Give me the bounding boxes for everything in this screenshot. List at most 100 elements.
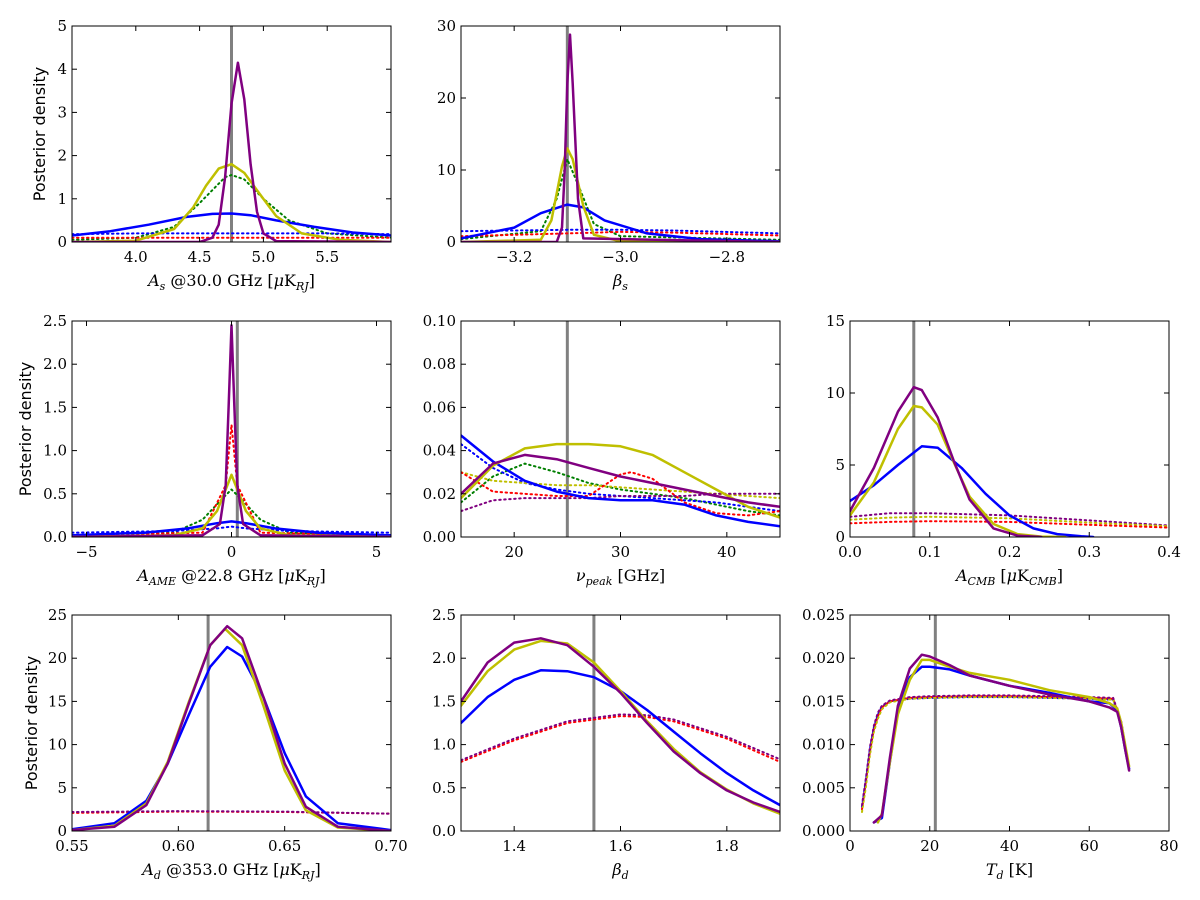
x-label-symbol: A	[135, 566, 149, 585]
series-line-purple-solid	[72, 624, 391, 831]
x-label-unit-subscript: RJ	[295, 280, 309, 293]
ylabel-row-2: Posterior density	[16, 362, 35, 496]
y-tick-label: 10	[826, 384, 845, 402]
x-axis-label: AAME @22.8 GHz [μKRJ]	[135, 566, 325, 588]
x-tick-label: 60	[1080, 837, 1099, 855]
series-line-red-dotted	[461, 230, 780, 238]
chart-panel-4: 20 30 40 0.00 0.02 0.04 0.06 0.08 0.10 νpeak [GHz…	[423, 312, 781, 588]
y-tick-label: 0.0	[432, 822, 456, 840]
plot-area	[850, 321, 1169, 537]
y-tick-label: 2.0	[432, 649, 456, 667]
x-label-rest: @353.0 GHz [	[161, 860, 279, 879]
x-tick-label: 0.65	[268, 837, 301, 855]
y-tick-label: 0.020	[802, 649, 845, 667]
x-tick-label: −5	[75, 543, 97, 561]
chart-panel-7: 1.4 1.6 1.8 0.0 0.5 1.0 1.5 2.0 2.5 βd	[432, 606, 781, 882]
x-tick-label: 0.60	[162, 837, 195, 855]
plot-area	[861, 615, 1131, 831]
x-tick-label: −3.2	[496, 248, 532, 266]
x-label-unit: K	[1017, 566, 1030, 585]
x-label-close: ]	[1057, 566, 1063, 585]
y-tick-label: 0.04	[423, 442, 456, 460]
x-axis-label: As @30.0 GHz [μKRJ]	[146, 271, 315, 293]
x-label-subscript: CMB	[968, 575, 996, 588]
y-tick-label: 0.08	[423, 355, 456, 373]
y-tick-label: 0.5	[43, 485, 67, 503]
x-label-close: ]	[309, 271, 315, 290]
x-axis-label: βd	[611, 860, 628, 882]
series-line-yellow-dotted	[861, 696, 1131, 813]
x-label-mu: μ	[1007, 566, 1017, 585]
y-tick-label: 0.02	[423, 485, 456, 503]
y-tick-label: 2.0	[43, 355, 67, 373]
x-tick-label: 0.55	[55, 837, 88, 855]
series-line-purple-dotted	[861, 694, 1131, 807]
y-tick-label: 0	[835, 528, 845, 546]
x-tick-label: 0.3	[1077, 543, 1101, 561]
x-label-unit-subscript: RJ	[306, 575, 320, 588]
x-label-symbol: ν	[576, 566, 586, 585]
x-tick-label: 40	[1000, 837, 1019, 855]
x-tick-label: 5.0	[251, 248, 275, 266]
x-tick-label: −2.8	[709, 248, 745, 266]
series-line-yellow-solid	[72, 473, 391, 537]
y-tick-label: 5	[57, 17, 67, 35]
y-tick-label: 0.000	[802, 822, 845, 840]
y-tick-label: 1.5	[432, 692, 456, 710]
x-tick-label: 0.4	[1157, 543, 1181, 561]
x-label-symbol: A	[954, 566, 968, 585]
series-line-purple-dotted	[850, 512, 1169, 527]
x-tick-label: 0.0	[838, 543, 862, 561]
x-label-mu: μ	[279, 860, 289, 879]
x-label-rest: @30.0 GHz [	[165, 271, 273, 290]
series-line-red-dotted	[461, 471, 780, 517]
y-tick-label: 15	[48, 692, 67, 710]
x-label-subscript: d	[622, 869, 629, 882]
chart-panel-8: 0 20 40 60 80 0.000 0.005 0.010 0.015 0.020 0.025 T…	[802, 606, 1179, 882]
y-tick-label: 0.0	[43, 528, 67, 546]
x-label-unit-subscript: CMB	[1029, 575, 1057, 588]
axes-frame	[71, 25, 392, 243]
plot-area	[72, 26, 391, 242]
y-tick-label: 10	[437, 161, 456, 179]
y-tick-label: 2.5	[43, 312, 67, 330]
series-line-purple-dotted	[461, 492, 780, 513]
series-line-purple-solid	[872, 653, 1131, 824]
x-axis-label: Ad @353.0 GHz [μKRJ]	[140, 860, 320, 882]
x-tick-label: 0.70	[374, 837, 407, 855]
series-line-purple-dotted	[72, 810, 391, 815]
y-tick-label: 0.010	[802, 736, 845, 754]
y-tick-label: 5	[835, 456, 845, 474]
x-label-rest: [GHz]	[612, 566, 665, 585]
series-line-yellow-solid	[72, 162, 391, 242]
x-label-mu: μ	[284, 566, 294, 585]
y-tick-label: 1.5	[43, 398, 67, 416]
x-tick-label: 80	[1159, 837, 1178, 855]
x-label-close: ]	[314, 860, 320, 879]
axes-frame	[71, 614, 392, 832]
y-tick-label: 2	[57, 147, 67, 165]
series-line-blue-solid	[72, 212, 391, 237]
y-tick-label: 3	[57, 103, 67, 121]
x-label-subscript: s	[160, 280, 166, 293]
x-tick-label: 4.5	[188, 248, 212, 266]
y-tick-label: 10	[48, 736, 67, 754]
x-tick-label: 5	[372, 543, 382, 561]
chart-panel-1: 4.0 4.5 5.0 5.5 0 1 2 3 4 5 As @30.0 GHz [μKRJ]	[57, 17, 392, 293]
x-axis-label: Td [K]	[986, 860, 1033, 882]
x-tick-label: 0.2	[998, 543, 1022, 561]
y-tick-label: 1.0	[432, 736, 456, 754]
y-tick-label: 20	[437, 89, 456, 107]
y-tick-label: 0.06	[423, 398, 456, 416]
y-tick-label: 15	[826, 312, 845, 330]
x-tick-label: 1.4	[502, 837, 526, 855]
x-label-subscript: d	[154, 869, 161, 882]
x-label-unit: K	[295, 566, 308, 585]
x-label-rest: @22.8 GHz [	[176, 566, 284, 585]
y-tick-label: 0	[57, 233, 67, 251]
x-tick-label: 40	[717, 543, 736, 561]
x-label-unit-subscript: RJ	[301, 869, 315, 882]
